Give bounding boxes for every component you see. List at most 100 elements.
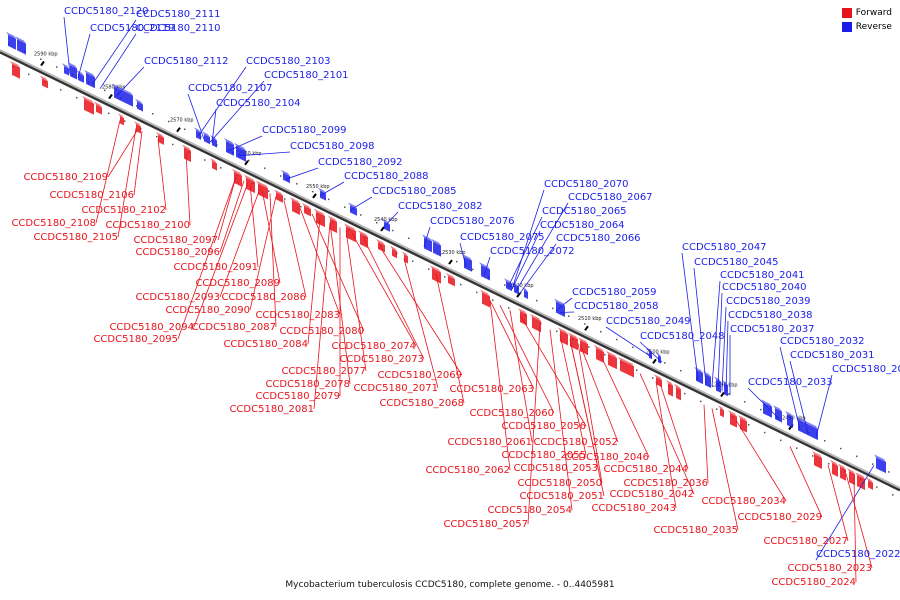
gene-top-face	[62, 63, 69, 69]
forward-gene	[42, 78, 48, 89]
major-tick	[516, 292, 521, 298]
forward-gene	[392, 248, 397, 259]
tick-label: 2590 kbp	[34, 51, 58, 57]
gene-label: CCDC5180_2087	[191, 322, 276, 333]
gene-top-face	[674, 383, 681, 390]
leader-line	[219, 180, 245, 253]
gene-label: CCDC5180_2110	[136, 23, 221, 34]
gene-label: CCDC5180_2095	[93, 334, 178, 345]
gene-label: CCDC5180_2078	[265, 379, 350, 390]
reverse-gene	[320, 190, 326, 201]
leader-line	[197, 66, 247, 137]
minor-tick	[604, 353, 606, 356]
major-tick	[312, 193, 317, 199]
gene-top-face	[666, 380, 673, 386]
gene-top-face	[594, 345, 604, 352]
minor-tick	[284, 198, 286, 200]
leader-line	[107, 128, 139, 178]
leader-line	[177, 176, 237, 340]
gene-top-face	[358, 230, 368, 238]
leader-line	[789, 360, 809, 434]
gene-label: CCDC5180_2064	[540, 220, 625, 231]
gene-top-face	[618, 356, 634, 367]
gene-label: CCDC5180_2065	[542, 206, 627, 217]
leader-line	[515, 202, 569, 292]
gene-label: CCDC5180_2033	[748, 377, 833, 388]
gene-label: CCDC5180_2079	[255, 391, 340, 402]
minor-tick	[60, 89, 62, 91]
major-tick	[176, 127, 181, 133]
minor-tick	[476, 291, 478, 294]
gene-top-face	[830, 459, 838, 466]
gene-top-face	[244, 174, 255, 183]
gene-top-face	[134, 121, 141, 127]
leader-line	[499, 305, 555, 414]
legend-forward: Forward	[841, 8, 892, 18]
minor-tick	[264, 167, 266, 169]
gene-top-face	[118, 113, 124, 119]
leader-line	[237, 151, 291, 157]
gene-top-face	[202, 131, 210, 138]
forward-gene	[96, 104, 102, 115]
minor-tick	[428, 268, 430, 270]
gene-label: CCDC5180_2086	[221, 292, 306, 303]
forward-gene	[620, 359, 634, 378]
leader-line	[227, 135, 263, 152]
leader-line	[133, 131, 143, 196]
gene-label: CCDC5180_2084	[223, 339, 308, 350]
leader-line	[489, 300, 535, 390]
reverse-gene	[137, 101, 143, 112]
tick-label: 2560 kbp	[238, 151, 262, 157]
leader-line	[559, 311, 575, 313]
forward-gene	[12, 63, 20, 79]
gene-top-face	[376, 238, 385, 246]
reverse-gene	[350, 205, 357, 216]
minor-tick	[840, 447, 842, 450]
minor-tick	[568, 315, 570, 317]
leader-line	[489, 300, 511, 471]
gene-top-face	[318, 187, 326, 194]
minor-tick	[652, 377, 654, 379]
major-tick	[380, 226, 385, 232]
leader-line	[211, 108, 217, 144]
gene-label: CCDC5180_2053	[513, 463, 598, 474]
reverse-gene	[78, 72, 84, 83]
leader-line	[285, 167, 319, 180]
minor-tick	[616, 338, 618, 341]
reverse-swatch	[841, 22, 852, 32]
minor-tick	[680, 369, 682, 372]
forward-gene	[346, 226, 356, 243]
minor-tick	[796, 447, 798, 449]
gene-label: CCDC5180_2043	[591, 503, 676, 514]
gene-label: CCDC5180_2024	[771, 577, 856, 588]
gene-top-face	[728, 410, 737, 417]
forward-gene	[857, 475, 865, 490]
leader-line	[655, 381, 677, 509]
reverse-gene	[124, 91, 133, 107]
leader-line	[659, 383, 689, 470]
gene-label: CCDC5180_2051	[519, 491, 604, 502]
leader-line	[261, 189, 281, 284]
leader-line	[747, 387, 781, 420]
gene-label: CCDC5180_2038	[728, 310, 813, 321]
forward-gene	[184, 147, 191, 162]
forward-gene	[360, 233, 368, 249]
leader-line	[193, 182, 249, 328]
gene-label: CCDC5180_2045	[694, 257, 779, 268]
leader-line	[555, 297, 573, 311]
gene-label: CCDC5180_2102	[81, 205, 166, 216]
leader-line	[319, 181, 345, 197]
minor-tick	[872, 463, 874, 465]
gene-top-face	[6, 31, 16, 39]
gene-label: CCDC5180_2097	[133, 235, 218, 246]
reverse-gene	[283, 172, 290, 184]
gene-label: CCDC5180_2056	[501, 421, 586, 432]
minor-tick	[328, 198, 330, 201]
legend-forward-label: Forward	[855, 8, 892, 18]
gene-top-face	[194, 127, 201, 133]
leader-line	[599, 353, 650, 458]
backbone-shadow	[0, 50, 900, 492]
minor-tick	[152, 112, 154, 115]
gene-label: CCDC5180_2096	[135, 247, 220, 258]
minor-tick	[828, 462, 830, 465]
